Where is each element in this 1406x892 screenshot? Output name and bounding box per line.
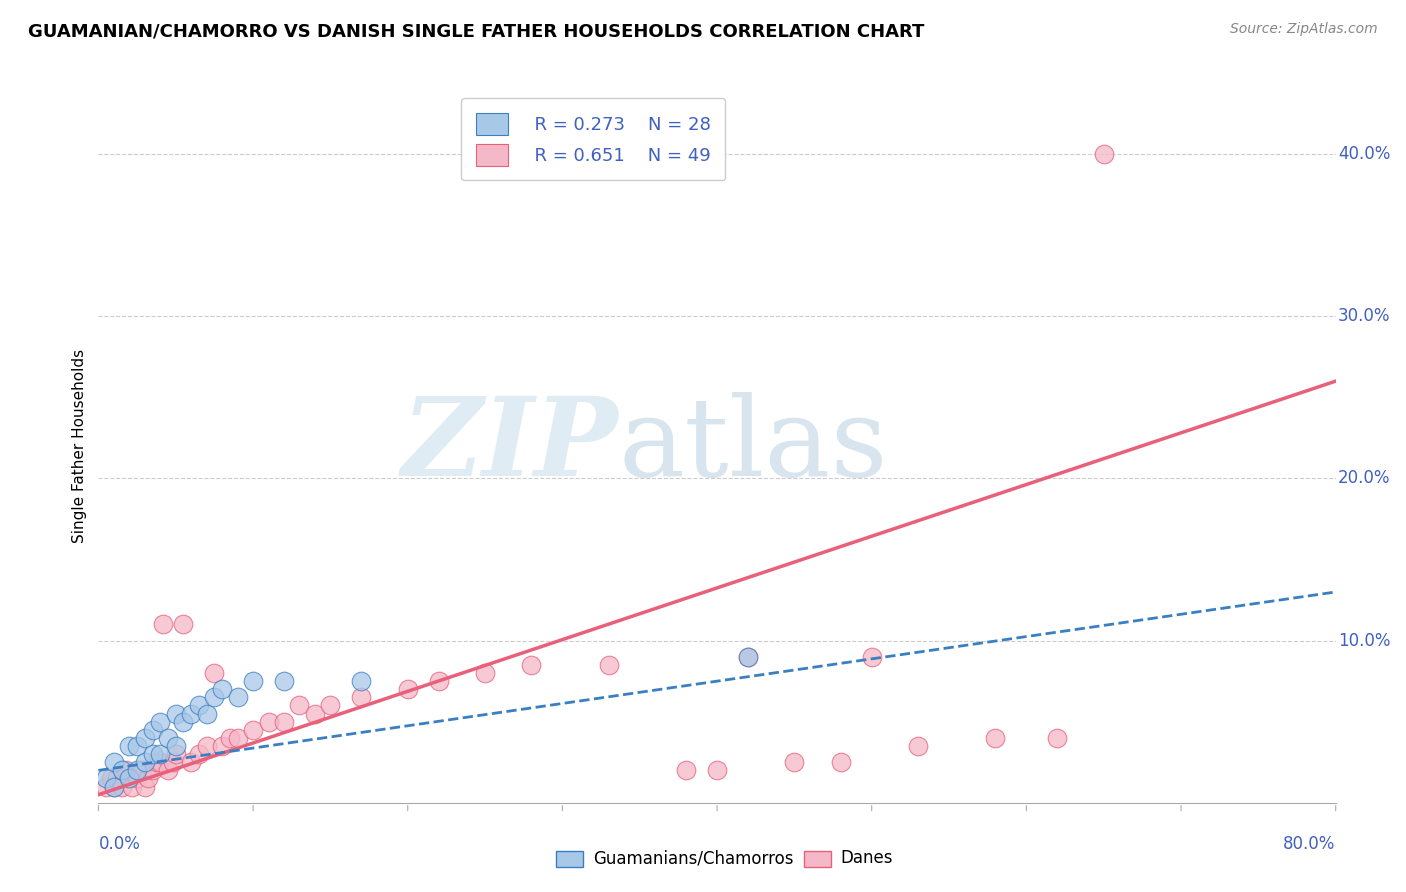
Point bbox=[134, 756, 156, 770]
Point bbox=[149, 756, 172, 770]
Point bbox=[737, 649, 759, 664]
Point bbox=[226, 690, 249, 705]
Point bbox=[304, 706, 326, 721]
Point bbox=[146, 756, 169, 770]
Text: Guamanians/Chamorros: Guamanians/Chamorros bbox=[593, 849, 794, 867]
Text: 10.0%: 10.0% bbox=[1339, 632, 1391, 649]
Point bbox=[157, 764, 180, 778]
Point bbox=[226, 731, 249, 745]
Point bbox=[211, 682, 233, 697]
Point bbox=[830, 756, 852, 770]
Point bbox=[152, 617, 174, 632]
Text: ZIP: ZIP bbox=[402, 392, 619, 500]
Point bbox=[127, 739, 149, 753]
Point bbox=[706, 764, 728, 778]
Text: 40.0%: 40.0% bbox=[1339, 145, 1391, 163]
Point bbox=[204, 666, 226, 681]
Point bbox=[427, 674, 450, 689]
Point bbox=[134, 731, 156, 745]
Point bbox=[172, 714, 194, 729]
Point bbox=[100, 772, 122, 786]
Point bbox=[127, 772, 149, 786]
Point bbox=[195, 706, 218, 721]
Point bbox=[204, 690, 226, 705]
Point bbox=[350, 674, 373, 689]
Point bbox=[907, 739, 929, 753]
Point bbox=[96, 780, 118, 794]
Point bbox=[157, 731, 180, 745]
Point bbox=[121, 780, 143, 794]
Text: GUAMANIAN/CHAMORRO VS DANISH SINGLE FATHER HOUSEHOLDS CORRELATION CHART: GUAMANIAN/CHAMORRO VS DANISH SINGLE FATH… bbox=[28, 22, 925, 40]
Point bbox=[103, 756, 125, 770]
Point bbox=[149, 714, 172, 729]
Point bbox=[257, 714, 280, 729]
Point bbox=[520, 657, 543, 672]
Y-axis label: Single Father Households: Single Father Households bbox=[72, 349, 87, 543]
Point bbox=[1046, 731, 1069, 745]
Text: 30.0%: 30.0% bbox=[1339, 307, 1391, 326]
Point bbox=[118, 772, 141, 786]
Point bbox=[219, 731, 242, 745]
Point bbox=[141, 747, 165, 761]
Point bbox=[242, 674, 264, 689]
Point bbox=[273, 714, 295, 729]
Point bbox=[96, 772, 118, 786]
Text: 80.0%: 80.0% bbox=[1284, 835, 1336, 853]
Point bbox=[180, 706, 202, 721]
Point bbox=[211, 739, 233, 753]
Point bbox=[115, 764, 138, 778]
Point bbox=[118, 772, 141, 786]
Point bbox=[172, 617, 194, 632]
Point bbox=[984, 731, 1007, 745]
Point bbox=[675, 764, 697, 778]
Text: Danes: Danes bbox=[841, 849, 893, 867]
Point bbox=[273, 674, 295, 689]
Text: Source: ZipAtlas.com: Source: ZipAtlas.com bbox=[1230, 22, 1378, 37]
Point bbox=[162, 756, 184, 770]
Point bbox=[350, 690, 373, 705]
Point bbox=[103, 780, 125, 794]
Point bbox=[180, 756, 202, 770]
FancyBboxPatch shape bbox=[557, 851, 583, 867]
Point bbox=[319, 698, 342, 713]
Point bbox=[111, 780, 132, 794]
Point bbox=[474, 666, 496, 681]
Point bbox=[188, 698, 211, 713]
Point bbox=[105, 772, 128, 786]
Point bbox=[165, 747, 187, 761]
Point bbox=[141, 764, 165, 778]
Point bbox=[396, 682, 419, 697]
Point bbox=[242, 723, 264, 737]
Point bbox=[737, 649, 759, 664]
Point bbox=[165, 706, 187, 721]
Point bbox=[141, 723, 165, 737]
Point bbox=[134, 780, 156, 794]
Point bbox=[860, 649, 883, 664]
Point bbox=[1092, 147, 1115, 161]
Point bbox=[103, 780, 125, 794]
Point bbox=[127, 764, 149, 778]
Point bbox=[118, 739, 141, 753]
Point bbox=[783, 756, 806, 770]
Text: atlas: atlas bbox=[619, 392, 887, 500]
Point bbox=[111, 764, 132, 778]
Legend:   R = 0.273    N = 28,   R = 0.651    N = 49: R = 0.273 N = 28, R = 0.651 N = 49 bbox=[461, 98, 725, 180]
Point bbox=[165, 739, 187, 753]
Point bbox=[149, 747, 172, 761]
Point bbox=[136, 772, 159, 786]
Point bbox=[188, 747, 211, 761]
Point bbox=[131, 764, 153, 778]
Text: 0.0%: 0.0% bbox=[98, 835, 141, 853]
Point bbox=[288, 698, 311, 713]
Point bbox=[195, 739, 218, 753]
Point bbox=[598, 657, 620, 672]
FancyBboxPatch shape bbox=[804, 851, 831, 867]
Text: 20.0%: 20.0% bbox=[1339, 469, 1391, 487]
